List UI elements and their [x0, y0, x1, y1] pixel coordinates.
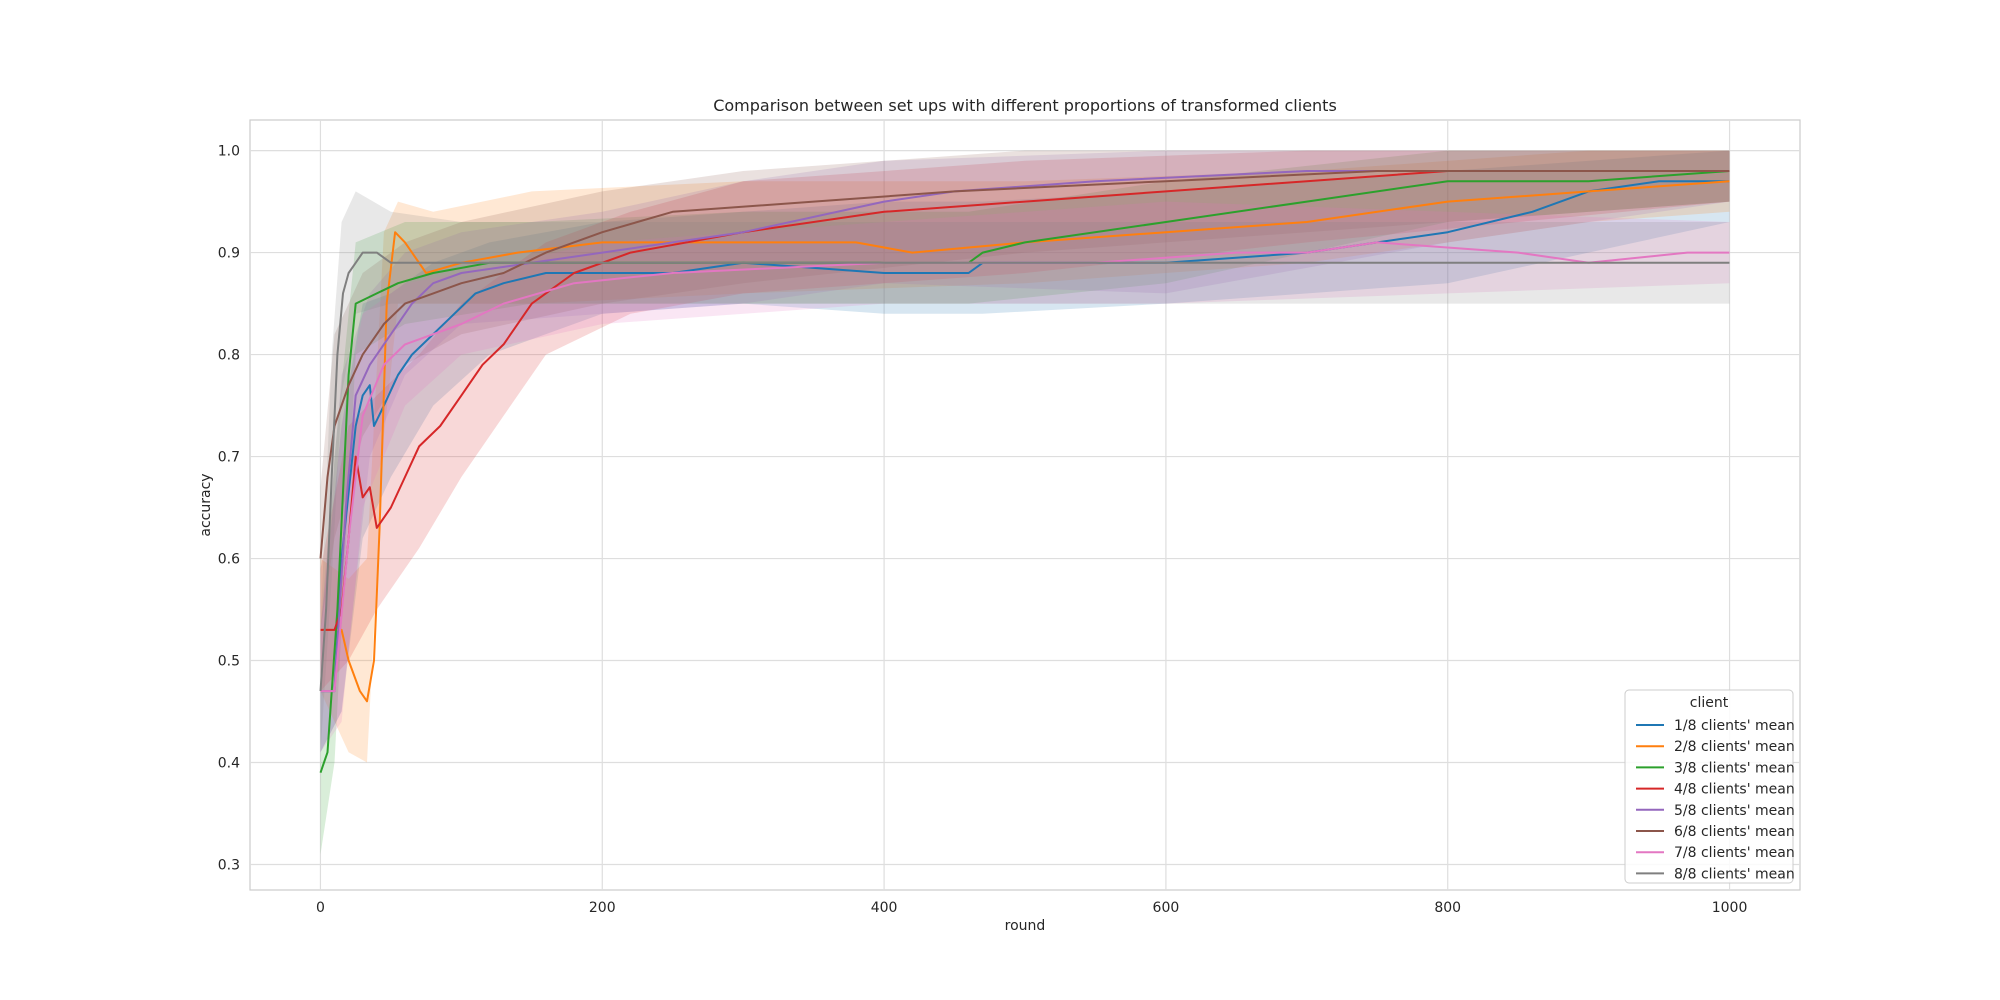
- y-tick-label: 0.9: [218, 246, 240, 262]
- legend-label-8: 8/8 clients' mean: [1674, 866, 1795, 882]
- series-line-4: [320, 170, 1730, 631]
- legend: client 1/8 clients' mean 2/8 clients' mea…: [1624, 689, 1795, 884]
- confidence-band-6: [320, 150, 1730, 630]
- legend-label-2: 2/8 clients' mean: [1674, 739, 1795, 755]
- legend-box: [1624, 689, 1794, 884]
- confidence-band-2: [320, 150, 1730, 763]
- confidence-band-5: [320, 150, 1730, 753]
- y-tick-label: 0.6: [218, 552, 240, 568]
- x-tick-label: 400: [871, 900, 898, 916]
- series-line-7: [320, 241, 1730, 693]
- y-axis-label: accuracy: [198, 473, 214, 536]
- confidence-band-7: [320, 201, 1730, 753]
- x-tick-label: 200: [589, 900, 616, 916]
- y-axis-ticks: 0.3 0.4 0.5 0.6 0.7 0.8 0.9 1.0: [218, 144, 240, 874]
- y-tick-label: 0.8: [218, 348, 240, 364]
- confidence-band-1: [320, 150, 1730, 753]
- legend-label-3: 3/8 clients' mean: [1674, 760, 1795, 776]
- legend-title: client: [1690, 695, 1729, 711]
- confidence-band-8: [320, 191, 1730, 753]
- series-line-8: [319, 251, 1730, 692]
- series-lines: [319, 170, 1730, 774]
- y-tick-label: 0.4: [218, 756, 240, 772]
- y-tick-label: 0.5: [218, 654, 240, 670]
- series-line-2: [320, 180, 1730, 703]
- y-tick-label: 0.7: [218, 450, 240, 466]
- legend-label-6: 6/8 clients' mean: [1674, 824, 1795, 840]
- x-axis-ticks: 0 200 400 600 800 1000: [316, 900, 1747, 916]
- legend-label-4: 4/8 clients' mean: [1674, 782, 1795, 798]
- plot-area: [249, 119, 1801, 891]
- legend-items: 1/8 clients' mean 2/8 clients' mean 3/8 cl…: [1636, 718, 1795, 882]
- grid: [250, 120, 1800, 890]
- confidence-band-4: [320, 150, 1730, 692]
- chart-title: Comparison between set ups with differen…: [713, 96, 1337, 115]
- legend-label-7: 7/8 clients' mean: [1674, 845, 1795, 861]
- confidence-band-3: [320, 150, 1730, 855]
- x-tick-label: 1000: [1712, 900, 1748, 916]
- x-axis-label: round: [1005, 918, 1046, 934]
- x-tick-label: 800: [1434, 900, 1461, 916]
- y-tick-label: 1.0: [218, 144, 240, 160]
- y-tick-label: 0.3: [218, 858, 240, 874]
- legend-label-1: 1/8 clients' mean: [1674, 718, 1795, 734]
- x-tick-label: 0: [316, 900, 325, 916]
- confidence-bands: [320, 150, 1730, 855]
- series-line-6: [319, 170, 1730, 559]
- legend-label-5: 5/8 clients' mean: [1674, 803, 1795, 819]
- x-tick-label: 600: [1153, 900, 1180, 916]
